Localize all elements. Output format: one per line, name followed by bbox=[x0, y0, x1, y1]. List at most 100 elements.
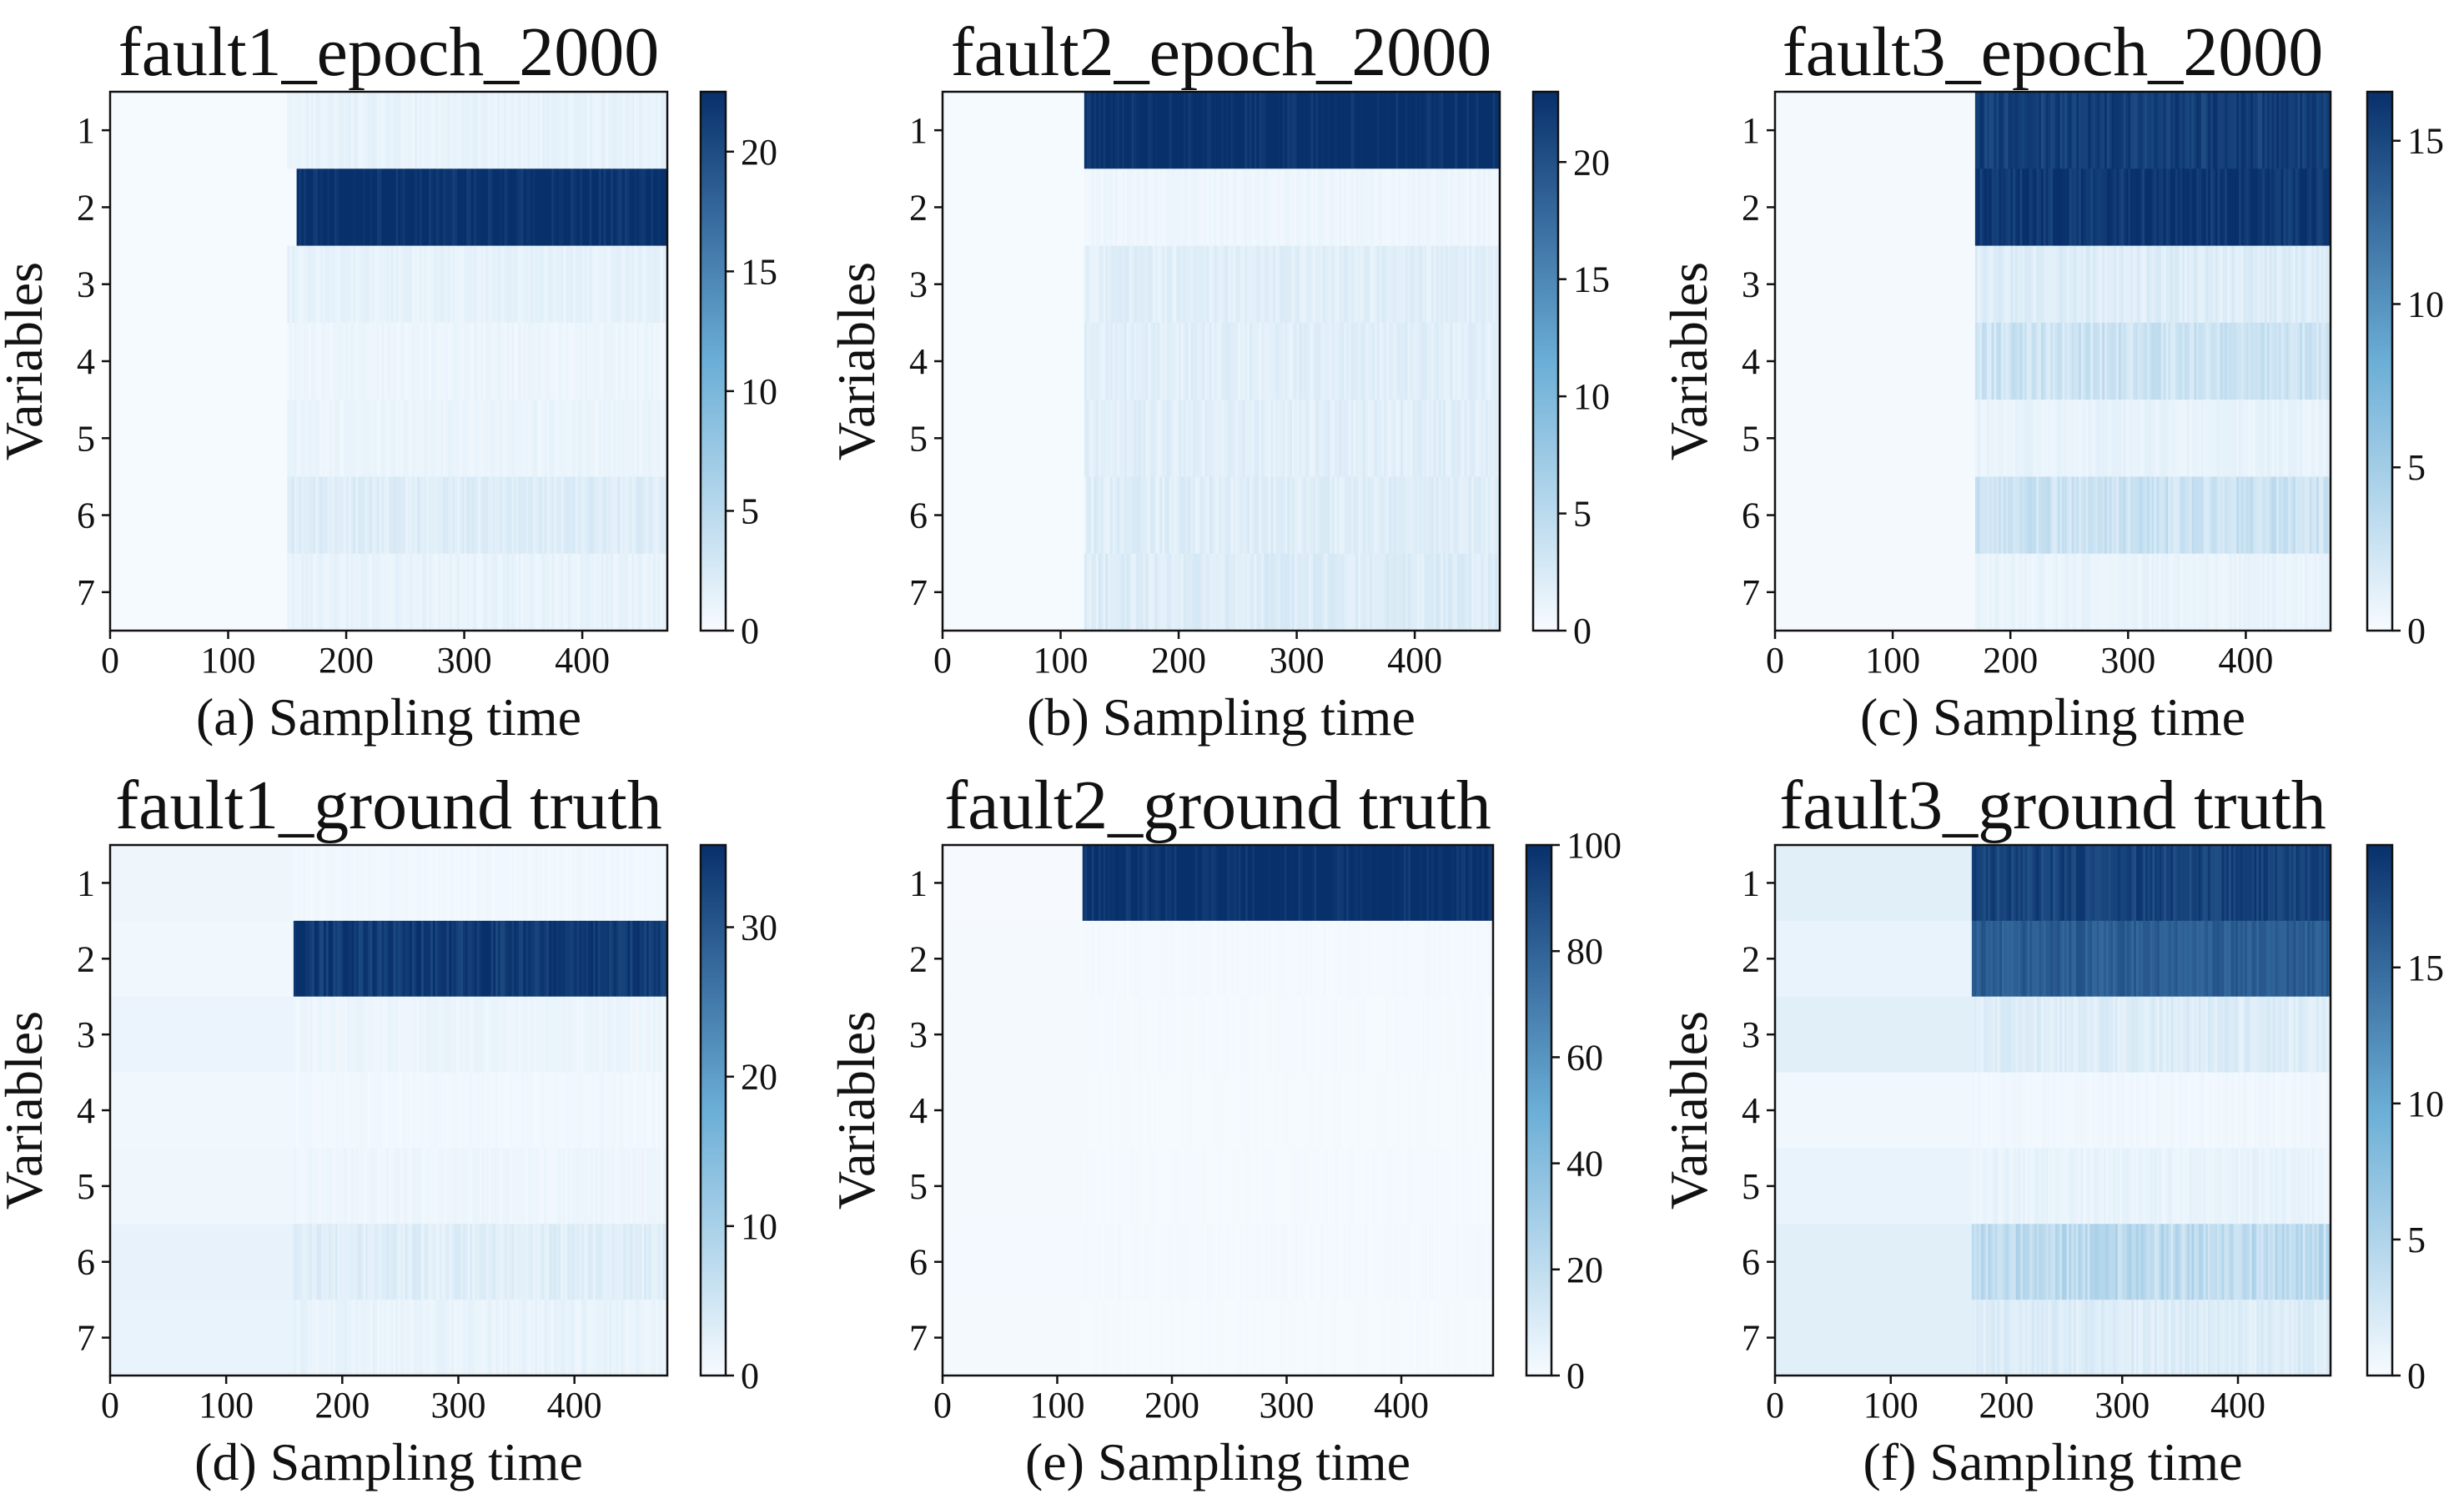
cell-var1-t446 bbox=[2300, 92, 2303, 169]
cell-var1-t460 bbox=[2316, 92, 2320, 169]
cell-var3-t288 bbox=[450, 245, 454, 324]
cell-var2-t202 bbox=[1180, 169, 1184, 247]
cell-var7-t406 bbox=[2252, 553, 2256, 631]
cell-var3-t188 bbox=[1996, 245, 1999, 324]
cell-var5-t326 bbox=[2158, 400, 2162, 477]
cell-var3-t300 bbox=[458, 996, 461, 1074]
cell-var2-t374 bbox=[551, 169, 555, 247]
cell-var2-t152 bbox=[1122, 169, 1125, 247]
cell-var2-t464 bbox=[648, 920, 652, 998]
cell-var4-t328 bbox=[1330, 322, 1333, 400]
cell-var4-t120 bbox=[1084, 322, 1088, 400]
cell-var3-t394 bbox=[567, 996, 571, 1074]
cell-var2-t356 bbox=[523, 920, 526, 998]
cell-var3-t232 bbox=[384, 245, 387, 324]
cell-var2-t278 bbox=[2102, 169, 2105, 247]
cell-var5-t334 bbox=[504, 400, 508, 477]
cell-var4-t430 bbox=[617, 322, 621, 400]
cell-var7-t426 bbox=[612, 553, 616, 631]
cell-var2-t318 bbox=[2149, 169, 2153, 247]
cell-var7-t216 bbox=[1197, 553, 1201, 631]
cell-var5-t380 bbox=[1390, 400, 1395, 477]
cell-var1-t380 bbox=[1390, 92, 1395, 169]
cell-var1-t368 bbox=[544, 92, 548, 169]
cell-var7-t372 bbox=[549, 553, 552, 631]
cell-var7-t308 bbox=[467, 1300, 471, 1376]
cell-var2-t188 bbox=[328, 920, 332, 998]
cell-var3-t276 bbox=[1268, 245, 1272, 324]
cell-var3-t338 bbox=[2172, 245, 2176, 324]
cell-var7-t288 bbox=[450, 553, 454, 631]
cell-var6-t164 bbox=[1136, 476, 1139, 555]
cell-var3-t156 bbox=[294, 245, 298, 324]
cell-var7-t192 bbox=[1169, 553, 1173, 631]
cell-var4-t300 bbox=[464, 322, 468, 400]
cell-var3-t314 bbox=[474, 996, 478, 1074]
cell-var1-t456 bbox=[648, 92, 651, 169]
cell-var4-t236 bbox=[384, 1072, 387, 1149]
cell-var2-t466 bbox=[651, 920, 654, 998]
cell-var1-t176 bbox=[1982, 92, 1985, 169]
cell-var4-t378 bbox=[549, 1072, 552, 1149]
cell-var2-t302 bbox=[2130, 169, 2134, 247]
cell-var3-t226 bbox=[1209, 245, 1213, 324]
chart-title: fault1_ground truth bbox=[115, 767, 662, 844]
cell-var3-t278 bbox=[1270, 245, 1274, 324]
cell-var6-t324 bbox=[485, 1224, 490, 1300]
cell-var5-t212 bbox=[360, 400, 364, 477]
cell-var1-t464 bbox=[1475, 845, 1478, 922]
cell-var1-t400 bbox=[1415, 92, 1418, 169]
cell-var4-t176 bbox=[1150, 322, 1154, 400]
cell-var7-t414 bbox=[598, 553, 602, 631]
cell-var1-t368 bbox=[1365, 845, 1368, 922]
cell-var6-t366 bbox=[2205, 476, 2209, 555]
cell-var1-t250 bbox=[2069, 92, 2073, 169]
cell-var4-t326 bbox=[1327, 322, 1330, 400]
cell-var5-t428 bbox=[606, 1148, 611, 1225]
cell-var4-t470 bbox=[656, 1072, 659, 1149]
cell-var1-t242 bbox=[1228, 92, 1231, 169]
cell-var3-t198 bbox=[1176, 245, 1179, 324]
cell-var1-t464 bbox=[1490, 92, 1494, 169]
cell-var4-t236 bbox=[1221, 322, 1224, 400]
cell-var2-t470 bbox=[665, 169, 667, 247]
cell-var3-t166 bbox=[305, 245, 309, 324]
cell-var6-t346 bbox=[1350, 476, 1355, 555]
cell-var5-t298 bbox=[455, 1148, 460, 1225]
cell-var2-t322 bbox=[2154, 169, 2157, 247]
cell-var7-t282 bbox=[443, 553, 446, 631]
cell-var6-t282 bbox=[2106, 476, 2110, 555]
cell-var3-t428 bbox=[606, 996, 611, 1074]
cell-var2-t348 bbox=[520, 169, 524, 247]
cell-var5-t432 bbox=[611, 1148, 615, 1225]
cell-var1-t188 bbox=[1996, 92, 1999, 169]
cell-var2-t204 bbox=[350, 169, 355, 247]
cell-var4-t436 bbox=[2288, 322, 2291, 400]
cell-var1-t376 bbox=[546, 845, 550, 922]
cell-var2-t440 bbox=[1461, 169, 1466, 247]
cell-var6-t294 bbox=[457, 476, 460, 555]
cell-var5-t320 bbox=[2151, 400, 2155, 477]
cell-var2-t368 bbox=[537, 920, 541, 998]
cell-var2-t454 bbox=[636, 920, 641, 998]
cell-var5-t240 bbox=[393, 400, 397, 477]
cell-var2-t370 bbox=[2210, 169, 2214, 247]
cell-var7-t352 bbox=[518, 1300, 522, 1376]
cell-var2-t330 bbox=[2163, 169, 2167, 247]
cell-var1-t212 bbox=[2024, 92, 2028, 169]
cell-var3-t462 bbox=[655, 245, 659, 324]
cell-var7-t428 bbox=[606, 1300, 611, 1376]
cell-var6-t306 bbox=[1304, 476, 1307, 555]
cell-var1-t138 bbox=[1100, 845, 1104, 922]
cell-var5-t274 bbox=[433, 400, 437, 477]
cell-var1-t426 bbox=[612, 92, 616, 169]
y-axis-label: Variables bbox=[827, 262, 886, 460]
cell-var2-t330 bbox=[1332, 169, 1335, 247]
cell-var5-t398 bbox=[580, 400, 583, 477]
cell-var5-t354 bbox=[1360, 400, 1364, 477]
cell-var4-t248 bbox=[398, 1072, 401, 1149]
cell-var3-t234 bbox=[381, 996, 385, 1074]
cell-var1-t440 bbox=[621, 845, 624, 922]
cell-var2-t448 bbox=[630, 920, 633, 998]
cell-var5-t218 bbox=[1199, 400, 1203, 477]
